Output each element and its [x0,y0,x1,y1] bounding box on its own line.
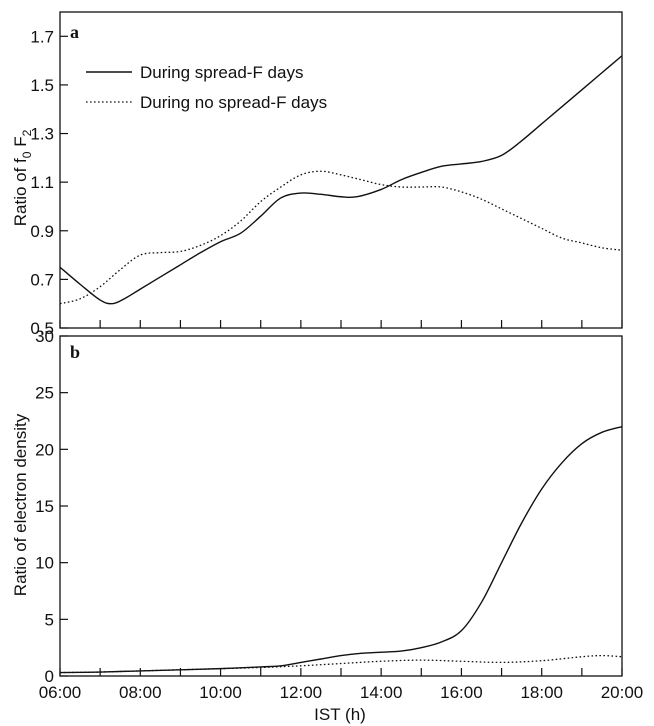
panel-a-ylabel-sub2: 2 [20,129,34,136]
panel-b-x-tick-label: 16:00 [440,683,483,702]
panel-b-frame [59,335,623,677]
panel-b-y-ticks: 0 5 10 15 20 25 30 [35,327,68,686]
panel-b-y-tick-label: 25 [35,384,54,403]
panel-a-x-ticks [59,320,623,328]
panel-b-x-tick-label: 06:00 [39,683,82,702]
panel-b-y-tick-label: 5 [45,610,54,629]
panel-b-y-axis-title: Ratio of electron density [11,413,30,596]
panel-b-y-tick-label: 10 [35,554,54,573]
panel-a-y-tick-label: 0.7 [30,270,54,289]
panel-b-x-tick-label: 18:00 [520,683,563,702]
panel-a-y-axis-title: Ratio of f0 F2 [11,129,34,226]
panel-a-y-ticks: 0.5 0.7 0.9 1.1 1.3 1.5 1.7 [30,27,68,338]
legend-solid-label: During spread-F days [140,63,303,82]
panel-a-y-tick-label: 1.1 [30,173,54,192]
panel-a-series-no-spread-f [59,170,623,305]
panel-b-x-tick-label: 14:00 [360,683,403,702]
panel-b-x-tick-label: 08:00 [119,683,162,702]
panel-b-series-no-spread-f [59,654,623,674]
panel-a-ylabel-mid: F [11,136,30,151]
panel-a-letter: a [70,22,79,42]
panel-b-x-ticks: 06:00 08:00 10:00 12:00 14:00 16:00 18:00 20:00 [39,668,644,702]
panel-b-x-tick-label: 20:00 [601,683,644,702]
panel-a-y-tick-label: 1.5 [30,76,54,95]
panel-b-x-tick-label: 12:00 [280,683,323,702]
panel-a-legend: During spread-F days During no spread-F … [86,63,327,112]
panel-b-y-tick-label: 30 [35,327,54,346]
panel-b-series-spread-f [59,425,623,674]
panel-a-y-tick-label: 1.7 [30,27,54,46]
legend-dotted-label: During no spread-F days [140,93,327,112]
panel-b-x-tick-label: 10:00 [199,683,242,702]
panel-a-ylabel-sub0: 0 [20,151,34,158]
panel-b: b 0 5 10 15 20 25 30 06:00 08:00 10:00 12:00 14:00… [11,327,643,724]
panel-a-y-tick-label: 1.3 [30,125,54,144]
panel-a-y-tick-label: 0.9 [30,222,54,241]
panel-a-frame [59,11,623,329]
panel-b-y-tick-label: 15 [35,497,54,516]
panel-b-x-axis-title: IST (h) [314,705,366,724]
panel-b-letter: b [70,342,80,362]
panel-a: a 0.5 0.7 0.9 1.1 1.3 1.5 1.7 Ratio of f0 F2 D… [11,11,623,338]
panel-a-y-tick-label: 0.5 [30,319,54,338]
panel-a-series-spread-f [59,55,623,305]
panel-b-y-tick-label: 20 [35,440,54,459]
panel-b-y-tick-label: 0 [45,667,54,686]
panel-a-ylabel-main: Ratio of f [11,158,30,226]
